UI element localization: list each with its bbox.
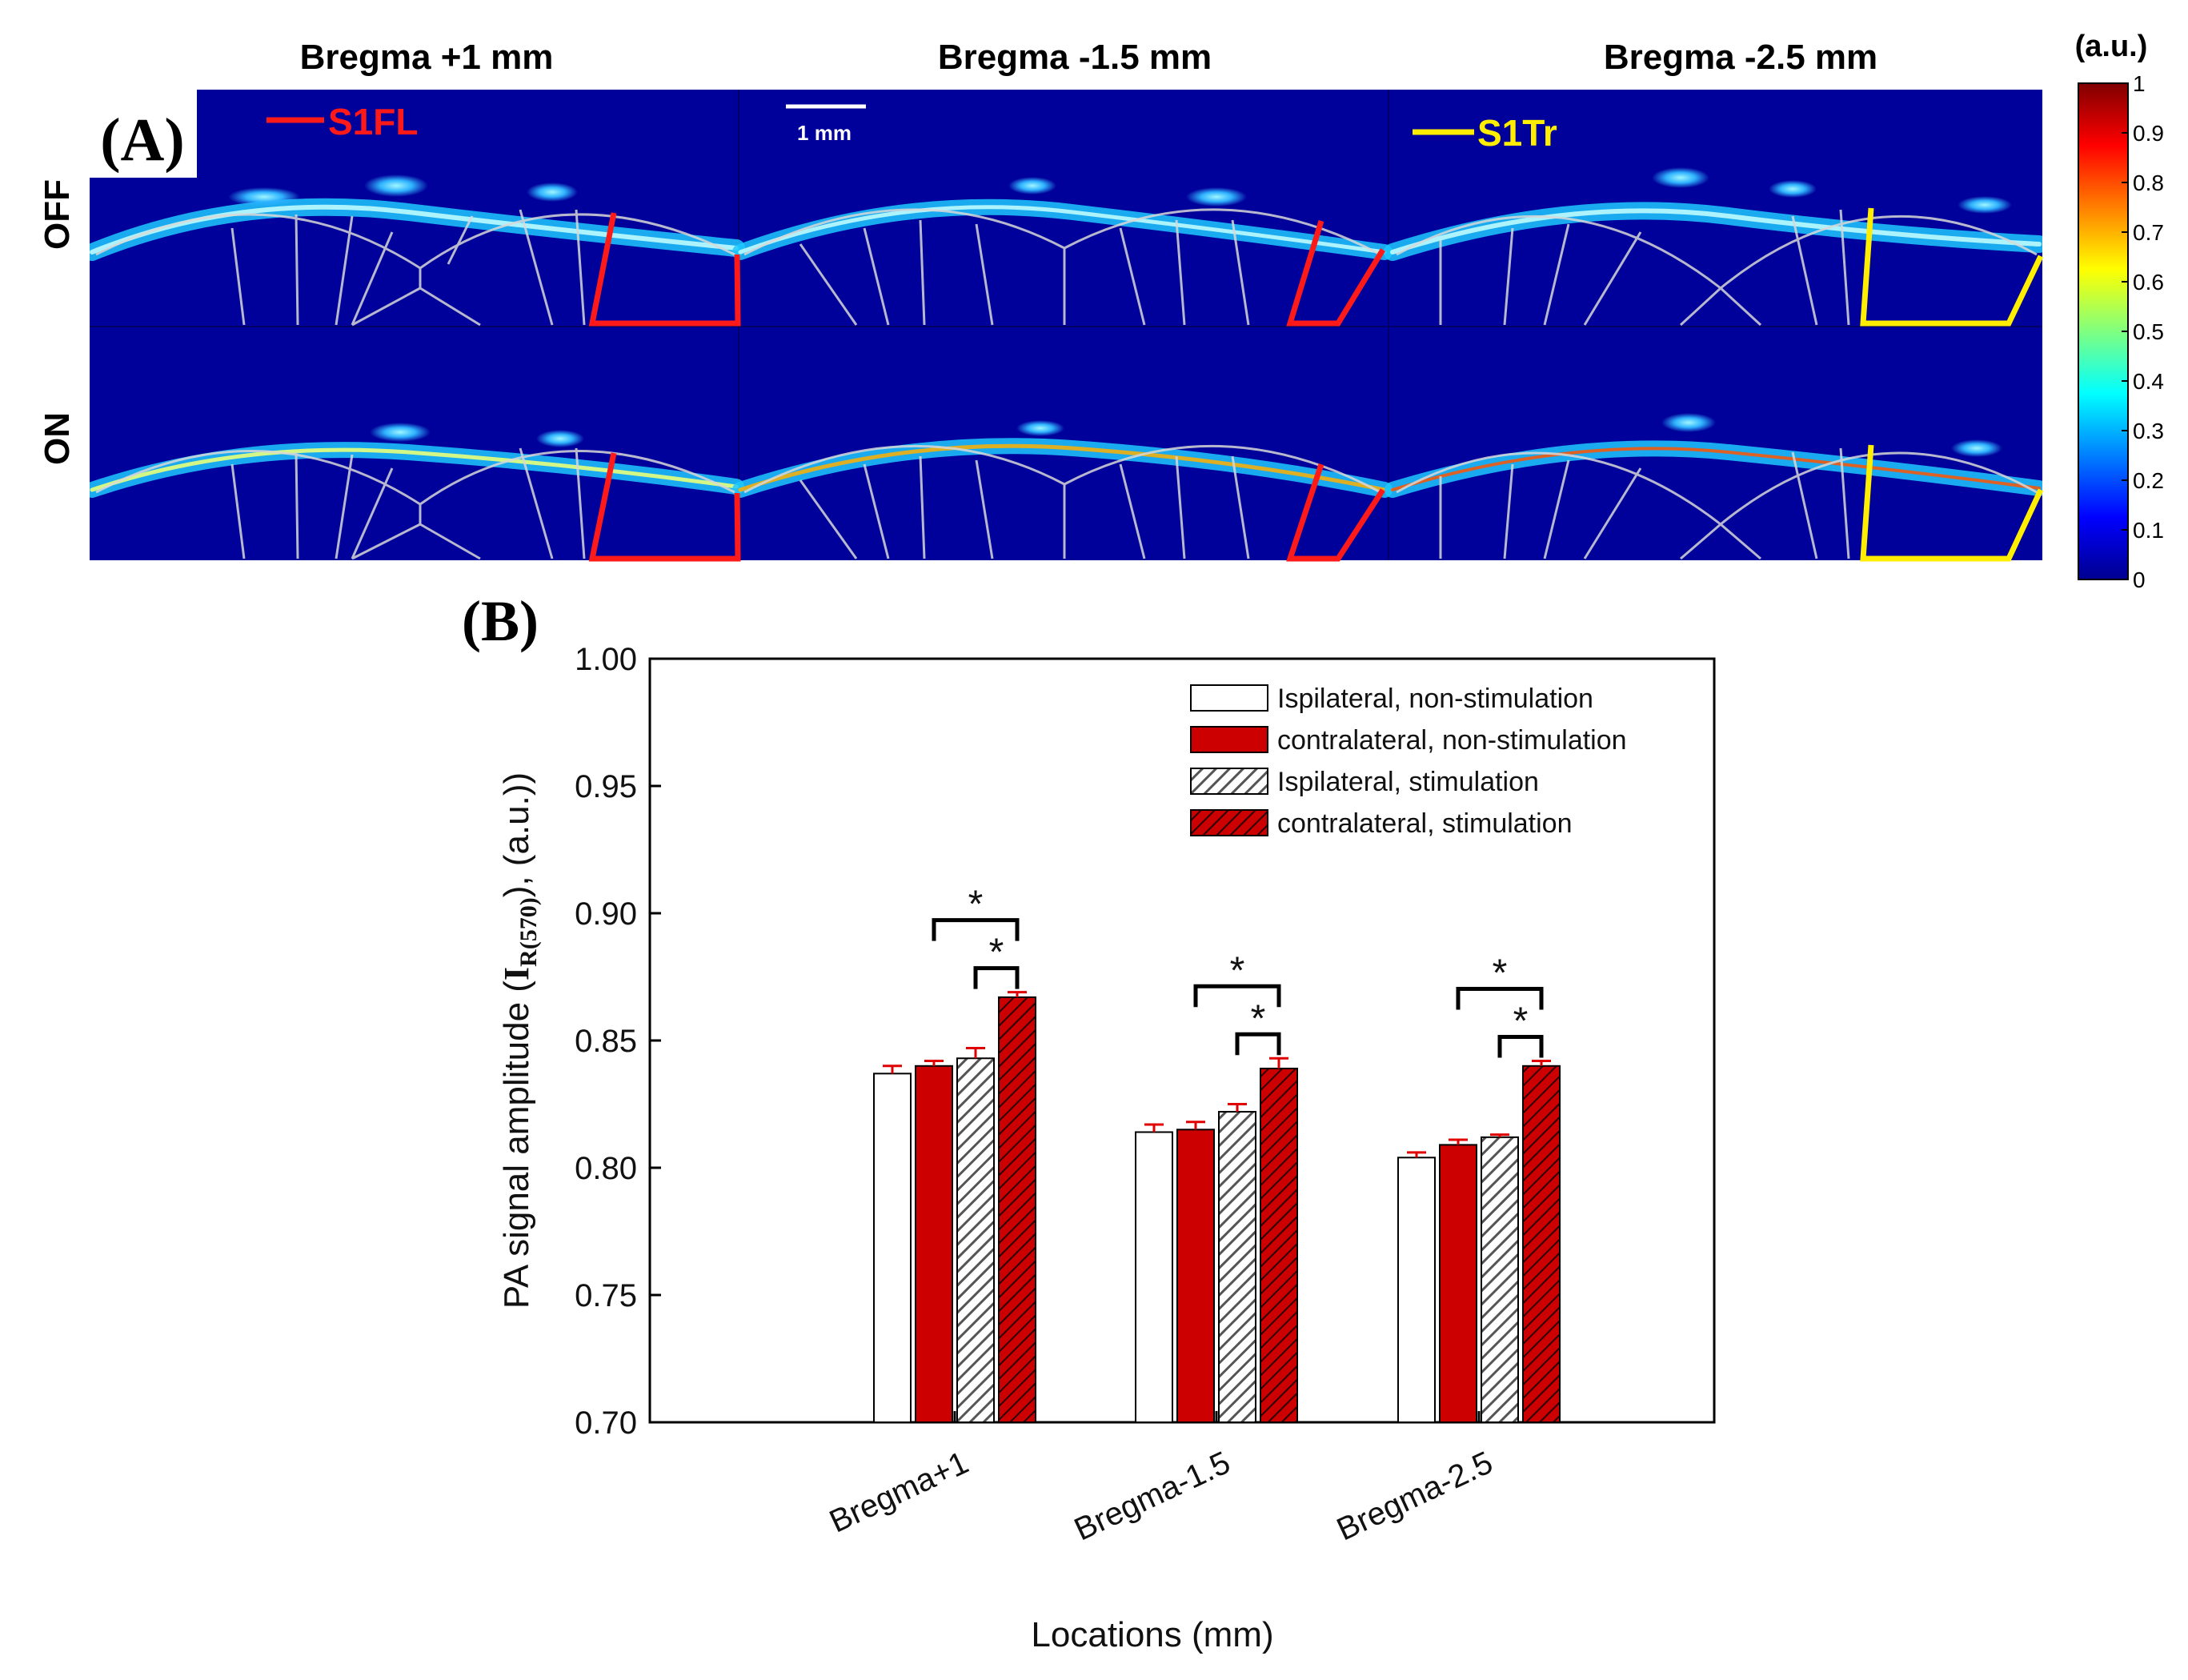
bar: [1397, 1157, 1436, 1424]
legend-label: contralateral, non-stimulation: [1277, 725, 1627, 756]
atlas-overlay-off: [95, 208, 2038, 327]
roi-s1tr-on: [1860, 444, 2044, 562]
legend-swatch: [1190, 726, 1268, 753]
signal-bands-on: [90, 413, 2042, 498]
y-axis-label: PA signal amplitude (IR(570)), (a.u.)): [497, 772, 542, 1309]
colorbar-title: (a.u.): [2075, 30, 2148, 63]
colorbar-tick-label: 0.5: [2133, 319, 2164, 344]
y-tick-label: 0.90: [575, 896, 637, 932]
colorbar-tick-label: 0.8: [2133, 170, 2164, 195]
y-axis-label-suffix: ), (a.u.)): [497, 772, 536, 897]
significance-bracket: [932, 918, 1020, 941]
significance-star: *: [1493, 952, 1508, 994]
x-tick-label: Bregma-1.5: [1069, 1445, 1236, 1547]
column-title-2: Bregma -1.5 mm: [938, 38, 1212, 77]
atlas-overlay-on: [95, 444, 2038, 560]
colorbar: [2078, 82, 2129, 580]
bar: [873, 1073, 912, 1423]
s1tr-legend-label: S1Tr: [1477, 112, 1557, 154]
roi-s1fl-outlines: [588, 212, 1385, 562]
y-tick-label: 0.80: [575, 1151, 637, 1186]
y-tick-label: 0.95: [575, 769, 637, 804]
colorbar-tick-label: 0.2: [2133, 468, 2164, 493]
significance-bracket: [973, 966, 1020, 989]
significance-star: *: [989, 932, 1004, 974]
row-label-on: ON: [38, 412, 77, 465]
bar: [1481, 1136, 1519, 1423]
roi-s1fl-on-col2: [1286, 463, 1385, 562]
significance-bracket: [1235, 1032, 1281, 1056]
bar: [1135, 1131, 1173, 1423]
significance-bracket: [1456, 986, 1544, 1010]
x-tick-label: Bregma-2.5: [1332, 1445, 1498, 1547]
colorbar-tick-label: 1: [2133, 71, 2146, 96]
colorbar-tick-label: 0.1: [2133, 518, 2164, 543]
column-title-3: Bregma -2.5 mm: [1604, 38, 1877, 77]
legend-swatch: [1190, 684, 1268, 712]
bar: [998, 996, 1036, 1423]
bar: [1522, 1065, 1561, 1424]
colorbar-tick-label: 0.4: [2133, 369, 2164, 394]
bar: [956, 1057, 995, 1423]
y-tick-label: 0.85: [575, 1024, 637, 1059]
colorbar-ticks: 0 0.1 0.2 0.3 0.4 0.5 0.6 0.7 0.8 0.9 1: [2122, 71, 2164, 592]
roi-s1fl-off-col2: [1286, 219, 1385, 327]
pa-image-background: [90, 90, 2042, 560]
bar: [1260, 1067, 1298, 1423]
roi-s1tr-off: [1860, 207, 2044, 327]
colorbar-tick-label: 0.3: [2133, 419, 2164, 443]
colorbar-tick-label: 0: [2133, 567, 2146, 592]
colorbar-tick-label: 0.7: [2133, 220, 2164, 245]
row-label-off: OFF: [38, 179, 77, 250]
legend-label: Ispilateral, stimulation: [1277, 767, 1539, 797]
significance-bracket: [1497, 1034, 1544, 1058]
bar: [1439, 1144, 1477, 1423]
significance-star: *: [1251, 997, 1266, 1040]
legend-swatch: [1190, 809, 1268, 836]
y-axis-label-prefix: PA signal amplitude (: [497, 980, 536, 1309]
bar: [915, 1065, 953, 1424]
y-tick-label: 1.00: [575, 642, 637, 677]
x-tick-label: Bregma+1: [824, 1445, 974, 1539]
significance-star: *: [1230, 949, 1245, 992]
colorbar-tick-label: 0.6: [2133, 270, 2164, 295]
panel-a-label: (A): [100, 106, 185, 174]
colorbar-tick-label: 0.9: [2133, 121, 2164, 146]
significance-bracket: [1193, 984, 1281, 1008]
legend-swatch: [1190, 768, 1268, 795]
roi-s1fl-on-col1: [588, 452, 741, 562]
s1fl-legend-label: S1FL: [328, 101, 418, 142]
bar: [1176, 1129, 1215, 1424]
legend-label: Ispilateral, non-stimulation: [1277, 684, 1593, 714]
y-axis-label-subscript: R(570): [515, 897, 542, 967]
panel-b: (B) 0.70 0.75 0.80 0.85 0.90 0.95 1.00 Bregma+1…: [462, 589, 1716, 1654]
roi-s1fl-off-col1: [588, 212, 741, 327]
y-tick-label: 0.70: [575, 1405, 637, 1441]
roi-s1tr-outlines: [1860, 207, 2044, 562]
bar: [1218, 1111, 1256, 1424]
y-tick-label: 0.75: [575, 1278, 637, 1313]
column-title-1: Bregma +1 mm: [300, 38, 554, 77]
panel-a: Bregma +1 mm Bregma -1.5 mm Bregma -2.5 …: [38, 30, 2164, 592]
panel-b-label: (B): [462, 589, 539, 653]
y-axis-label-symbol: I: [497, 967, 536, 980]
significance-star: *: [968, 884, 984, 926]
x-axis-label: Locations (mm): [1031, 1615, 1273, 1654]
panel-a-label-box: [90, 90, 197, 178]
legend-label: contralateral, stimulation: [1277, 808, 1573, 839]
scale-bar-label: 1 mm: [797, 121, 852, 145]
significance-star: *: [1513, 1000, 1529, 1042]
